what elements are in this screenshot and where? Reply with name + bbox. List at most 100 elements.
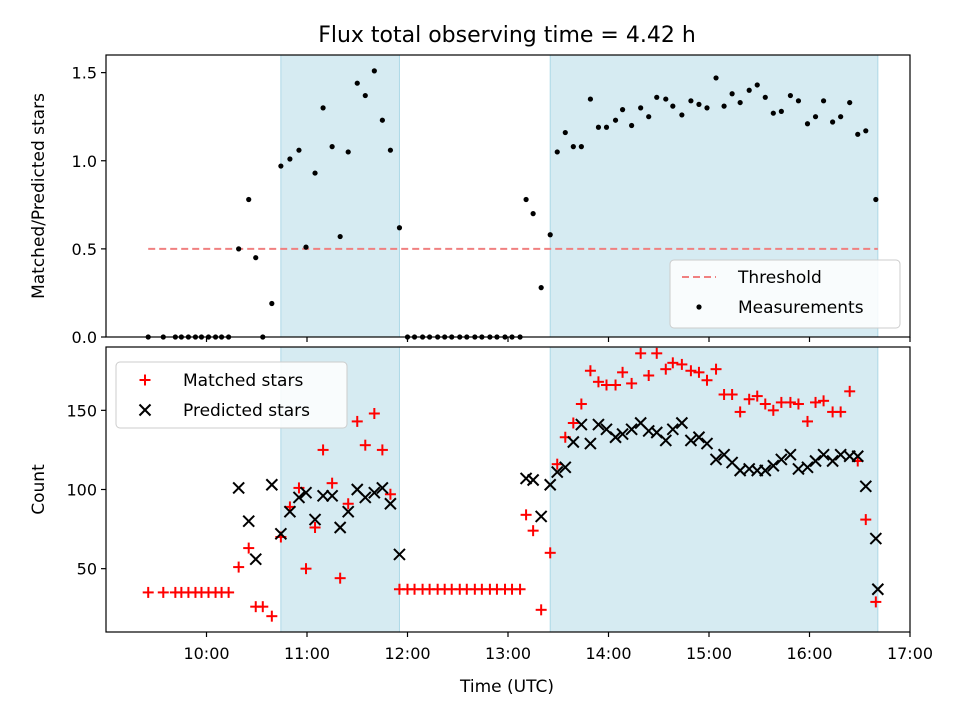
ratio-point-0-72 <box>729 91 735 97</box>
count-point-0-85 <box>835 406 847 418</box>
count-point-1-25 <box>567 435 580 449</box>
count-point-1-48 <box>759 464 772 477</box>
legend-matched-swatch <box>139 374 151 386</box>
count-point-1-12 <box>341 505 355 518</box>
ratio-point-0-69 <box>704 105 710 111</box>
count-point-0-56 <box>592 376 604 388</box>
count-point-0-46 <box>514 583 526 595</box>
count-point-0-48 <box>527 525 539 537</box>
count-point-1-26 <box>575 418 588 431</box>
count-point-0-75 <box>751 390 763 402</box>
count-point-0-79 <box>784 396 796 408</box>
count-point-0-12 <box>243 542 255 554</box>
count-point-1-41 <box>700 437 714 450</box>
ratio-ytick-label-1: 0.5 <box>72 240 97 259</box>
count-point-0-50 <box>544 547 556 559</box>
ratio-point-0-66 <box>679 112 685 118</box>
figure-title: Flux total observing time = 4.42 h <box>318 23 696 48</box>
ratio-point-0-13 <box>253 255 259 261</box>
ratio-point-0-81 <box>804 121 811 127</box>
ratio-point-0-84 <box>830 119 836 125</box>
count-point-1-38 <box>675 416 689 430</box>
ratio-point-0-50 <box>547 232 553 238</box>
ratio-point-0-53 <box>570 144 576 150</box>
ratio-point-0-88 <box>863 128 869 134</box>
count-point-0-64 <box>660 363 672 375</box>
ratio-point-0-59 <box>619 107 626 113</box>
legend-measurements-swatch <box>696 304 702 310</box>
count-point-0-80 <box>792 398 804 410</box>
ratio-point-0-79 <box>787 92 794 99</box>
ratio-point-0-64 <box>663 96 669 102</box>
count-point-0-14 <box>257 601 269 613</box>
ratio-point-0-30 <box>396 225 403 231</box>
ratio-point-0-52 <box>562 129 568 136</box>
legend-predicted-label: Predicted stars <box>183 401 310 421</box>
count-point-1-49 <box>767 459 780 472</box>
ratio-point-0-67 <box>688 98 694 104</box>
ratio-point-0-21 <box>320 105 326 111</box>
count-point-1-6 <box>292 491 306 504</box>
legend-threshold-label: Threshold <box>737 268 822 288</box>
count-point-1-37 <box>666 423 680 436</box>
count-point-1-11 <box>333 521 347 534</box>
count-point-0-66 <box>676 358 688 370</box>
count-point-0-88 <box>860 514 872 526</box>
xtick-label-6: 16:00 <box>786 644 832 663</box>
count-point-1-21 <box>534 510 548 523</box>
count-point-1-18 <box>393 548 406 561</box>
count-point-1-15 <box>368 486 381 499</box>
xtick-label-7: 17:00 <box>887 644 933 663</box>
count-series-matched-stars <box>142 347 882 622</box>
count-point-1-17 <box>384 497 397 510</box>
ratio-point-0-89 <box>873 196 879 203</box>
count-legend: Matched stars Predicted stars <box>115 361 348 429</box>
ratio-ytick-label-2: 1.0 <box>72 152 97 171</box>
count-point-1-55 <box>817 448 830 461</box>
count-point-0-19 <box>300 563 312 575</box>
count-point-0-26 <box>359 439 371 451</box>
count-point-0-72 <box>726 389 738 400</box>
ratio-point-0-11 <box>236 246 242 252</box>
ratio-point-0-73 <box>737 99 743 106</box>
ratio-point-0-17 <box>287 156 293 162</box>
count-y-axis-label: Count <box>29 464 49 515</box>
ratio-point-0-77 <box>770 110 776 116</box>
ratio-point-0-71 <box>721 103 727 109</box>
count-point-1-9 <box>316 489 330 503</box>
count-point-0-21 <box>317 444 329 456</box>
ratio-point-0-74 <box>746 87 752 93</box>
count-point-1-54 <box>809 454 822 468</box>
count-point-1-36 <box>659 434 672 447</box>
count-point-1-8 <box>308 513 322 526</box>
count-point-1-60 <box>859 480 872 493</box>
ratio-point-0-25 <box>354 80 360 86</box>
ratio-point-0-23 <box>337 233 343 240</box>
ratio-point-0-78 <box>778 108 784 114</box>
ratio-point-0-29 <box>387 147 394 153</box>
count-point-1-16 <box>376 481 389 495</box>
ratio-point-0-80 <box>795 98 802 104</box>
count-point-1-32 <box>625 423 638 436</box>
count-point-1-53 <box>801 461 814 474</box>
count-observing-window-1 <box>549 346 879 633</box>
count-point-0-69 <box>701 374 713 386</box>
ratio-point-0-70 <box>713 75 719 81</box>
ratio-point-0-18 <box>296 147 302 153</box>
count-point-1-31 <box>616 427 629 441</box>
xtick-label-4: 14:00 <box>585 644 631 663</box>
count-point-0-1 <box>157 586 169 598</box>
count-point-1-0 <box>232 481 245 495</box>
count-point-0-82 <box>810 396 822 408</box>
count-point-1-40 <box>692 431 706 444</box>
count-point-0-86 <box>844 385 856 397</box>
ratio-legend-box <box>669 259 901 329</box>
count-point-0-10 <box>223 586 235 598</box>
ratio-point-0-27 <box>371 68 377 74</box>
ratio-point-0-24 <box>345 149 351 155</box>
count-point-1-42 <box>709 453 723 466</box>
count-point-0-28 <box>376 444 388 456</box>
count-point-1-23 <box>551 465 564 479</box>
ratio-point-0-82 <box>812 114 819 120</box>
count-point-0-49 <box>535 604 547 616</box>
